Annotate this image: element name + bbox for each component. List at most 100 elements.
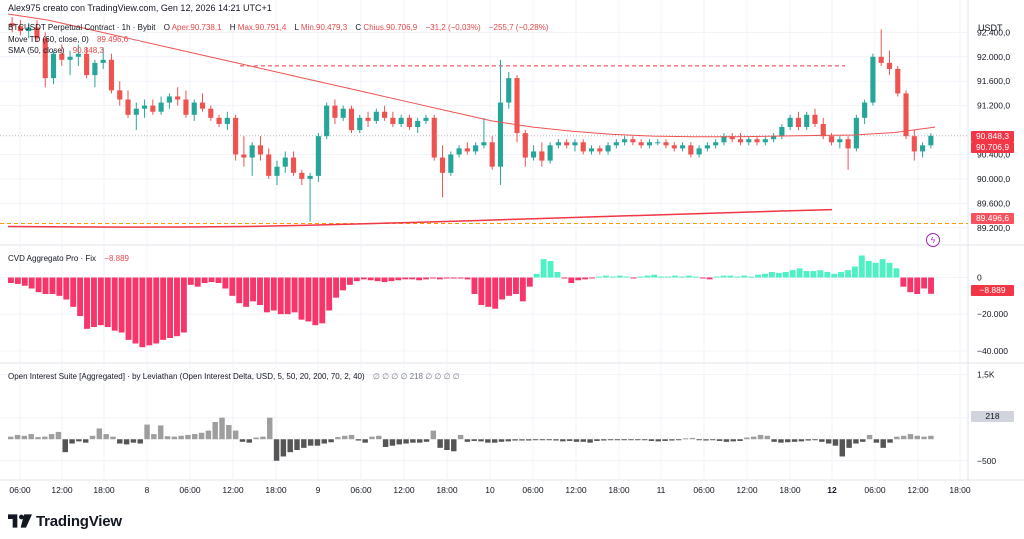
cvd-bar: [651, 274, 658, 278]
cvd-bar: [388, 277, 395, 282]
price-tick-label: 91.200,0: [977, 101, 1010, 111]
oi-bar: [328, 439, 334, 443]
cvd-legend[interactable]: CVD Aggregato Pro · Fix −8.889: [8, 253, 129, 264]
cvd-bar: [42, 277, 49, 294]
volume-delta-value: −255,7 (−0,28%): [488, 23, 549, 32]
tradingview-logo-text: TradingView: [36, 512, 122, 530]
candle-body: [17, 26, 23, 32]
cvd-bar: [872, 262, 879, 278]
ma-value: 89.496,6: [97, 35, 129, 44]
cvd-bar: [263, 277, 270, 313]
oi-bar: [498, 439, 505, 442]
oi-bar: [35, 437, 41, 440]
oi-bar: [914, 435, 921, 440]
candle-body: [75, 53, 81, 57]
oi-bar: [485, 439, 491, 443]
price-tick-label: 92.400,0: [977, 27, 1010, 37]
oi-bar: [873, 439, 880, 443]
sma-legend[interactable]: SMA (50, close) 90.848,3: [8, 45, 104, 56]
oi-bar: [491, 439, 498, 443]
sma-label[interactable]: SMA (50, close): [8, 46, 65, 55]
time-tick-label: 06:00: [350, 485, 372, 495]
price-tick-label: 90.000,0: [977, 174, 1010, 184]
oi-bar: [382, 439, 389, 447]
cvd-bar: [229, 277, 236, 296]
last-price-tag: 90.706,9: [971, 142, 1014, 153]
cvd-bar: [14, 277, 21, 284]
cvd-label[interactable]: CVD Aggregato Pro · Fix: [8, 254, 97, 263]
time-tick-label: 12:00: [222, 485, 244, 495]
candle-body: [158, 102, 164, 112]
oi-bar: [928, 435, 934, 440]
alert-icon[interactable]: ϟ: [926, 233, 940, 247]
ma-legend[interactable]: Move TD (60, close, 0) 89.496,6: [8, 34, 128, 45]
candle-body: [622, 139, 628, 143]
candle-body: [133, 108, 139, 115]
ma-label[interactable]: Move TD (60, close, 0): [8, 35, 89, 44]
cvd-bar: [679, 276, 685, 278]
high-value: Max.90.791,4: [237, 23, 287, 32]
high-label: H: [229, 23, 236, 32]
cvd-bar: [561, 277, 568, 279]
symbol-legend[interactable]: BTCUSDT Perpetual Contract · 1h · Bybit …: [8, 22, 548, 33]
oi-label[interactable]: Open Interest Suite [Aggregated] · by Le…: [8, 372, 365, 381]
candle-body: [324, 105, 330, 137]
oi-bar: [560, 439, 566, 442]
cvd-bar: [492, 277, 499, 309]
candle-body: [431, 117, 437, 158]
candle-body: [613, 142, 619, 146]
candle-body: [878, 56, 884, 63]
time-tick-label: 12:00: [51, 485, 73, 495]
candle-body: [100, 59, 106, 63]
oi-bar: [519, 439, 525, 441]
price-tick-label: 90.400,0: [977, 149, 1010, 159]
currency-label[interactable]: USDT: [978, 23, 1003, 33]
cvd-bar: [478, 277, 485, 305]
oi-bar: [887, 439, 893, 443]
candle-body: [862, 102, 868, 118]
cvd-bar: [298, 277, 305, 320]
candle-body: [646, 142, 653, 146]
cvd-bar: [921, 277, 928, 289]
oi-legend[interactable]: Open Interest Suite [Aggregated] · by Le…: [8, 371, 460, 382]
candle-body: [597, 148, 603, 152]
oi-bar: [696, 439, 702, 441]
cvd-bar: [284, 277, 291, 315]
oi-bar: [825, 439, 832, 444]
oi-bar: [89, 435, 96, 440]
candle-body: [357, 117, 363, 131]
candle-body: [241, 154, 247, 158]
oi-tick-label: 1,5K: [977, 370, 995, 380]
candle-body: [175, 96, 181, 100]
symbol-name[interactable]: BTCUSDT Perpetual Contract · 1h · Bybit: [8, 23, 156, 32]
oi-bar: [655, 439, 661, 442]
cvd-bar: [409, 277, 416, 280]
oi-bar: [900, 435, 907, 440]
candle-body: [208, 108, 214, 118]
cvd-bar: [194, 277, 201, 287]
oi-bar: [539, 439, 546, 441]
tradingview-logo: TradingView: [8, 512, 122, 530]
cvd-bar: [858, 255, 865, 278]
cvd-bar: [146, 277, 153, 346]
cvd-pane[interactable]: [8, 255, 934, 348]
cvd-bar: [236, 277, 243, 304]
time-tick-label: 10: [485, 485, 495, 495]
candle-body: [406, 117, 412, 127]
oi-bar: [389, 439, 396, 446]
candle-body: [50, 53, 57, 79]
price-tick-label: 89.600,0: [977, 198, 1010, 208]
oi-bar: [444, 439, 450, 450]
candle-body: [555, 142, 561, 146]
price-pane[interactable]: [0, 13, 968, 228]
cvd-bar: [277, 277, 284, 315]
oi-bar: [703, 439, 709, 441]
oi-bar: [260, 436, 266, 440]
oi-bar: [314, 439, 321, 446]
oi-bar: [178, 435, 184, 440]
open-interest-pane[interactable]: [8, 417, 934, 461]
oi-bar: [348, 434, 355, 440]
oi-bar: [273, 439, 280, 461]
time-tick-label: 11: [657, 485, 666, 495]
